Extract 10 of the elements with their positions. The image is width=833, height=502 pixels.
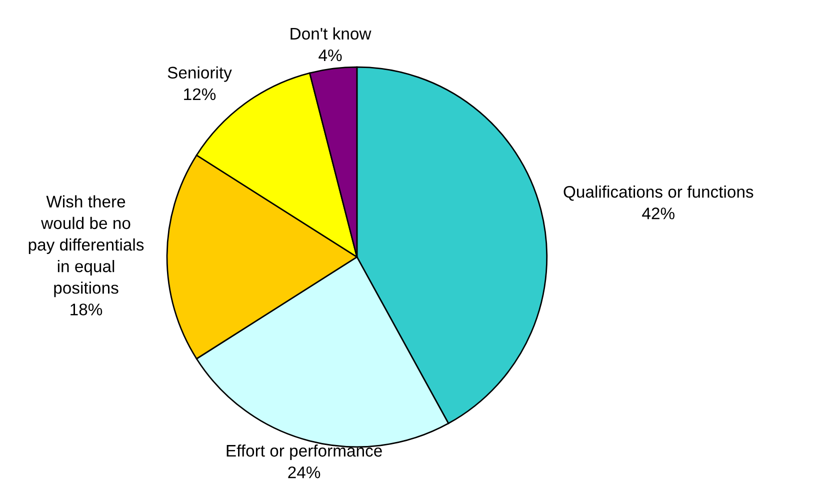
slice-label: Don't know xyxy=(290,27,372,40)
data-label: 42% xyxy=(642,208,674,220)
data-label: 12% xyxy=(184,88,216,100)
data-label: 18% xyxy=(70,304,102,316)
data-label: 24% xyxy=(288,466,320,478)
slice-label: Wish there would be no pay differentials in equal positions xyxy=(28,195,144,298)
slice-label: Effort or performance xyxy=(226,444,382,460)
data-label: 4% xyxy=(318,49,342,62)
slice-label: Qualifications or functions xyxy=(564,186,754,201)
slice-label: Seniority xyxy=(168,66,232,82)
